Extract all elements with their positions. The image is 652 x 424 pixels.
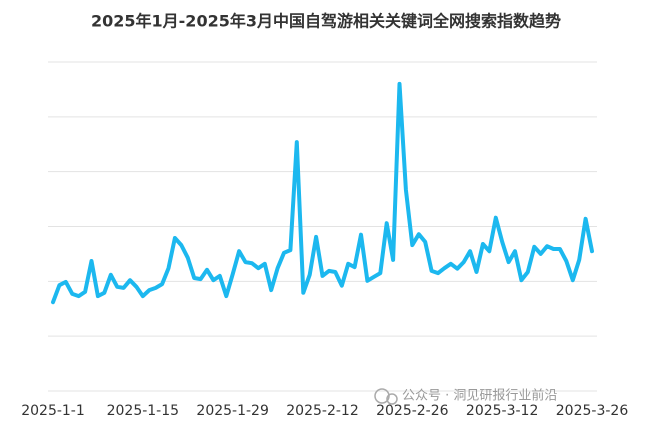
x-tick-label: 2025-3-26	[556, 403, 629, 419]
watermark-icon	[386, 393, 398, 405]
data-line	[51, 81, 594, 305]
x-tick-label: 2025-1-15	[107, 403, 179, 419]
watermark-text: 公众号 · 洞见研报行业前沿	[402, 388, 557, 404]
x-tick-label: 2025-1-1	[21, 403, 85, 419]
x-tick-label: 2025-3-12	[466, 403, 538, 419]
x-tick-label: 2025-2-26	[376, 403, 449, 419]
watermark: 公众号 · 洞见研报行业前沿	[374, 388, 557, 405]
chart-title: 2025年1月-2025年3月中国自驾游相关关键词全网搜索指数趋势	[91, 12, 561, 31]
x-tick-label: 2025-2-12	[286, 403, 358, 419]
x-tick-label: 2025-1-29	[196, 403, 268, 419]
watermark-icon	[374, 388, 390, 404]
